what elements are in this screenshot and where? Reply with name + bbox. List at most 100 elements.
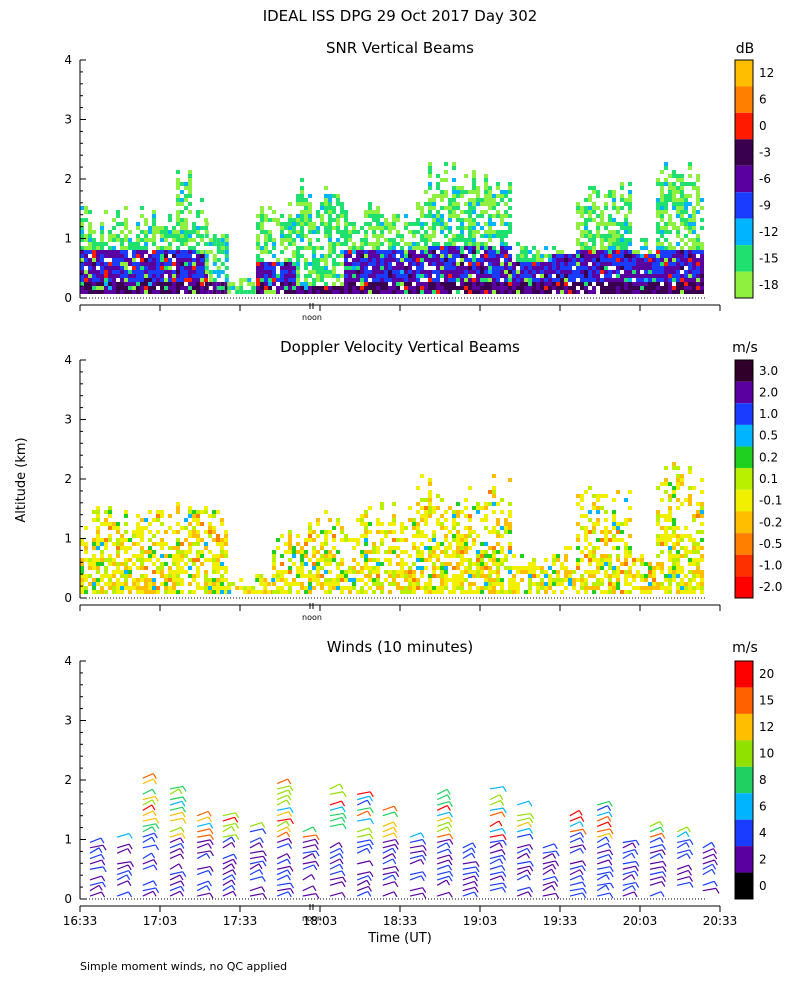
heatmap-cell — [112, 226, 116, 230]
heatmap-cell — [636, 282, 640, 286]
wind-barb-flag — [449, 871, 454, 877]
heatmap-cell — [152, 274, 156, 278]
heatmap-cell — [132, 270, 136, 274]
heatmap-cell — [376, 522, 380, 526]
heatmap-cell — [624, 542, 628, 546]
heatmap-cell — [624, 550, 628, 554]
heatmap-cell — [108, 274, 112, 278]
heatmap-cell — [620, 186, 624, 190]
heatmap-cell — [324, 582, 328, 586]
heatmap-cell — [364, 242, 368, 246]
heatmap-cell — [620, 242, 624, 246]
heatmap-cell — [528, 290, 532, 294]
heatmap-cell — [484, 282, 488, 286]
heatmap-cell — [608, 578, 612, 582]
heatmap-cell — [276, 546, 280, 550]
heatmap-cell — [140, 534, 144, 538]
wind-barb-flag — [128, 843, 133, 850]
heatmap-cell — [452, 250, 456, 254]
heatmap-cell — [484, 270, 488, 274]
heatmap-cell — [584, 222, 588, 226]
heatmap-cell — [596, 558, 600, 562]
heatmap-cell — [200, 258, 204, 262]
heatmap-cell — [480, 258, 484, 262]
heatmap-cell — [692, 542, 696, 546]
heatmap-cell — [696, 250, 700, 254]
heatmap-cell — [444, 570, 448, 574]
heatmap-cell — [340, 290, 344, 294]
heatmap-cell — [231, 282, 236, 286]
y-tick-label: 1 — [64, 532, 72, 546]
heatmap-cell — [616, 282, 620, 286]
heatmap-cell — [600, 266, 604, 270]
wind-barb-flag — [502, 871, 507, 878]
heatmap-cell — [284, 234, 288, 238]
heatmap-cell — [412, 582, 416, 586]
heatmap-cell — [416, 522, 420, 526]
heatmap-cell — [272, 558, 276, 562]
heatmap-cell — [376, 246, 380, 250]
heatmap-cell — [288, 242, 292, 246]
wind-barb — [169, 806, 183, 811]
heatmap-cell — [132, 266, 136, 270]
heatmap-cell — [104, 574, 108, 578]
heatmap-cell — [420, 558, 424, 562]
wind-barb — [142, 880, 154, 886]
heatmap-cell — [300, 586, 304, 590]
wind-barb — [357, 843, 370, 849]
heatmap-cell — [356, 266, 360, 270]
heatmap-cell — [664, 254, 668, 258]
heatmap-cell — [112, 290, 116, 294]
heatmap-cell — [692, 206, 696, 210]
heatmap-cell — [596, 546, 600, 550]
heatmap-cell — [372, 282, 376, 286]
heatmap-cell — [668, 278, 672, 282]
heatmap-cell — [664, 278, 668, 282]
heatmap-cell — [352, 558, 356, 562]
heatmap-cell — [120, 254, 124, 258]
wind-barb-flag — [369, 807, 374, 814]
heatmap-cell — [676, 570, 680, 574]
wind-barb-flag — [501, 849, 506, 855]
heatmap-cell — [324, 258, 328, 262]
wind-barb — [329, 892, 343, 897]
heatmap-cell — [536, 250, 540, 254]
heatmap-cell — [360, 570, 364, 574]
heatmap-cell — [392, 582, 396, 586]
heatmap-cell — [376, 226, 380, 230]
heatmap-cell — [160, 562, 164, 566]
heatmap-cell — [92, 590, 96, 594]
heatmap-cell — [520, 274, 524, 278]
heatmap-cell — [388, 222, 392, 226]
heatmap-cell — [408, 554, 412, 558]
heatmap-cell — [476, 590, 480, 594]
heatmap-cell — [152, 590, 156, 594]
wind-barb-flag — [286, 799, 291, 806]
heatmap-cell — [676, 290, 680, 294]
heatmap-cell — [484, 582, 488, 586]
heatmap-cell — [124, 582, 128, 586]
heatmap-cell — [320, 554, 324, 558]
heatmap-cell — [412, 250, 416, 254]
wind-barb — [516, 869, 528, 876]
heatmap-cell — [616, 238, 620, 242]
heatmap-cell — [572, 258, 576, 262]
heatmap-cell — [288, 222, 292, 226]
heatmap-cell — [516, 570, 520, 574]
heatmap-cell — [700, 546, 704, 550]
heatmap-cell — [548, 274, 552, 278]
heatmap-cell — [188, 266, 192, 270]
heatmap-cell — [492, 230, 496, 234]
heatmap-cell — [648, 278, 652, 282]
wind-barb — [142, 817, 156, 822]
heatmap-cell — [136, 238, 140, 242]
heatmap-cell — [112, 542, 116, 546]
heatmap-cell — [80, 538, 84, 542]
heatmap-cell — [576, 254, 580, 258]
heatmap-cell — [220, 566, 224, 570]
heatmap-cell — [408, 274, 412, 278]
heatmap-cell — [384, 530, 388, 534]
heatmap-cell — [420, 474, 424, 478]
heatmap-cell — [664, 206, 668, 210]
heatmap-cell — [400, 262, 404, 266]
